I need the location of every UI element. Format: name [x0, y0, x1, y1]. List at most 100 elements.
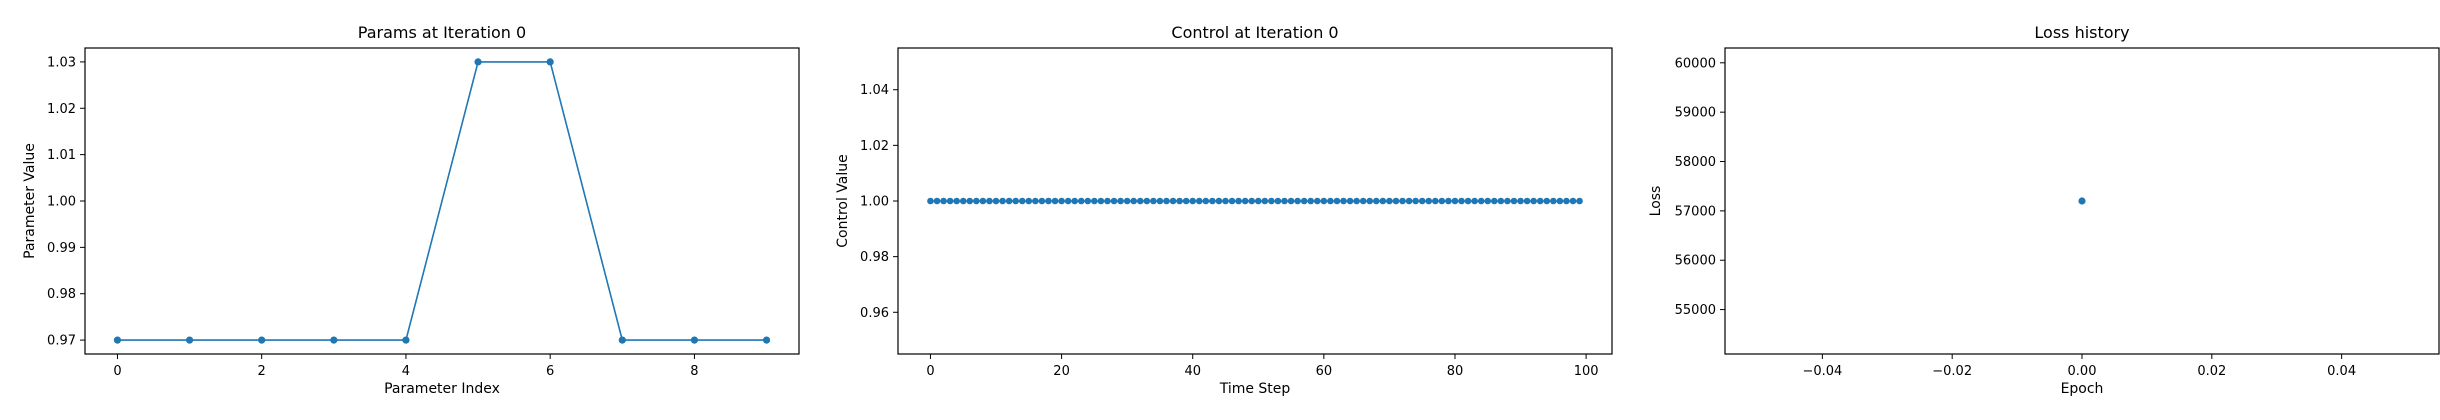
data-point [1110, 197, 1118, 205]
data-point [1136, 197, 1144, 205]
x-tick-label: 0 [113, 364, 121, 379]
data-point [1307, 197, 1315, 205]
y-tick-label: 1.03 [47, 55, 76, 70]
data-point [1563, 197, 1570, 205]
data-point [1071, 197, 1078, 205]
data-point [1051, 197, 1059, 205]
data-point [1189, 197, 1197, 205]
data-point [474, 58, 482, 66]
chart-loss-xlabel: Epoch [2061, 381, 2104, 397]
data-point [1497, 197, 1505, 205]
y-tick-label: 59000 [1675, 106, 1716, 121]
data-point [762, 336, 771, 344]
chart-loss-x-ticks: −0.04 −0.02 0.00 0.02 0.04 [1802, 354, 2356, 379]
y-tick-label: 57000 [1675, 204, 1716, 219]
chart-loss-ylabel: Loss [1648, 186, 1664, 217]
data-point [1425, 197, 1433, 205]
data-point [1451, 197, 1459, 205]
data-point [1228, 197, 1236, 205]
data-point [1445, 197, 1452, 205]
data-point [1038, 197, 1046, 205]
data-point [1077, 197, 1085, 205]
y-tick-label: 1.01 [47, 148, 76, 163]
data-point [1156, 197, 1164, 205]
data-point [1274, 197, 1282, 205]
x-tick-label: 60 [1316, 364, 1333, 379]
y-tick-label: 1.00 [47, 195, 76, 210]
data-point [1399, 197, 1406, 205]
data-point [1510, 197, 1518, 205]
data-point [1150, 197, 1157, 205]
data-point [1386, 197, 1393, 205]
y-tick-label: 1.02 [47, 102, 76, 117]
data-point [1569, 197, 1577, 205]
data-point [1117, 197, 1124, 205]
data-point [113, 336, 122, 344]
x-tick-label: 80 [1447, 364, 1464, 379]
data-point [1523, 197, 1531, 205]
data-point [933, 197, 941, 205]
x-tick-label: 20 [1053, 364, 1070, 379]
chart-control-xlabel: Time Step [1219, 381, 1291, 397]
chart-params-x-ticks: 0 2 4 6 8 [113, 354, 699, 379]
data-point [1359, 197, 1367, 205]
x-tick-label: −0.04 [1802, 364, 1842, 379]
chart-params-series [113, 58, 771, 344]
chart-loss: Loss history −0.04 −0.02 0.00 0.02 0.04 5500… [1648, 23, 2440, 397]
data-point [1543, 197, 1551, 205]
y-tick-label: 1.00 [860, 195, 889, 210]
x-tick-label: 0 [926, 364, 934, 379]
data-point [1504, 197, 1511, 205]
x-tick-label: 0.02 [2197, 364, 2226, 379]
data-point [986, 197, 993, 205]
data-point [546, 58, 554, 66]
chart-params-title: Params at Iteration 0 [358, 23, 526, 42]
data-point [1484, 197, 1492, 205]
data-point [1248, 197, 1256, 205]
y-tick-label: 1.04 [860, 83, 889, 98]
data-point [1405, 197, 1413, 205]
data-point [1097, 197, 1105, 205]
data-point [1412, 197, 1419, 205]
data-point [1327, 197, 1334, 205]
data-point [953, 197, 960, 205]
data-point [1536, 197, 1544, 205]
data-point [1392, 197, 1400, 205]
data-point [1195, 197, 1203, 205]
data-point [1045, 197, 1052, 205]
y-tick-label: 55000 [1675, 303, 1716, 318]
data-point [1353, 197, 1360, 205]
chart-control-x-ticks: 0 20 40 60 80 100 [926, 354, 1599, 379]
data-point [1176, 197, 1183, 205]
y-tick-label: 60000 [1675, 56, 1716, 71]
x-tick-label: 2 [258, 364, 266, 379]
chart-control-ylabel: Control Value [835, 154, 851, 248]
data-point [1372, 197, 1380, 205]
y-tick-label: 56000 [1675, 254, 1716, 269]
data-point [1294, 197, 1301, 205]
x-tick-label: 0.00 [2068, 364, 2097, 379]
y-tick-label: 0.98 [860, 250, 889, 265]
y-tick-label: 0.98 [47, 287, 76, 302]
data-point [690, 336, 699, 344]
data-point [1556, 197, 1564, 205]
data-point [1491, 197, 1498, 205]
x-tick-label: 100 [1574, 364, 1599, 379]
x-tick-label: −0.02 [1932, 364, 1972, 379]
data-point [618, 336, 626, 344]
data-point [1084, 197, 1092, 205]
data-point [330, 336, 338, 344]
chart-control-title: Control at Iteration 0 [1171, 23, 1338, 42]
data-point [1379, 197, 1387, 205]
data-point [973, 197, 980, 205]
data-point [979, 197, 987, 205]
chart-params: Params at Iteration 0 0 2 4 6 8 0.97 0.98 0.99… [22, 23, 800, 397]
chart-loss-y-ticks: 55000 56000 57000 58000 59000 60000 [1675, 56, 1725, 318]
data-point [1163, 197, 1170, 205]
data-point [1477, 197, 1485, 205]
data-point [946, 197, 954, 205]
data-point [1012, 197, 1019, 205]
data-point [1530, 197, 1537, 205]
chart-params-xlabel: Parameter Index [384, 381, 500, 397]
